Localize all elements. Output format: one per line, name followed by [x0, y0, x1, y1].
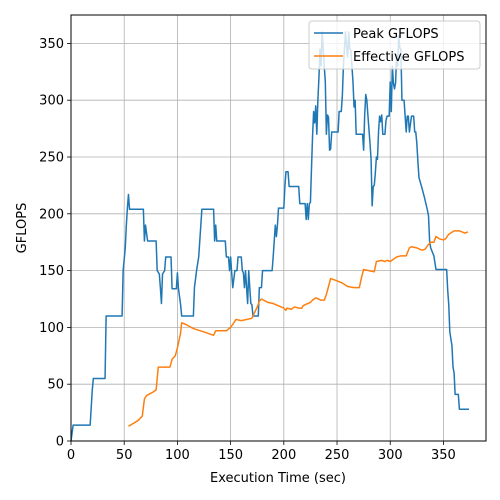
axis-ticks: 0 50 100 150 200 250 300 350 0 50 100 150 200 250 300 3…	[39, 37, 456, 463]
y-tick-label: 0	[56, 435, 64, 450]
x-tick-label: 250	[325, 448, 350, 463]
series-line-effective-gflops	[128, 230, 469, 427]
y-tick-label: 350	[39, 37, 64, 52]
y-tick-label: 100	[39, 321, 64, 336]
x-tick-label: 50	[116, 448, 133, 463]
y-tick-label: 300	[39, 94, 64, 109]
y-axis-label: GFLOPS	[15, 203, 30, 254]
series-line-peak-gflops	[70, 31, 469, 442]
x-tick-label: 0	[67, 448, 75, 463]
x-tick-label: 300	[378, 448, 403, 463]
x-axis-label: Execution Time (sec)	[210, 471, 346, 486]
series-layer	[70, 31, 469, 442]
x-tick-label: 150	[218, 448, 243, 463]
y-tick-label: 200	[39, 207, 64, 222]
x-tick-label: 100	[165, 448, 190, 463]
legend: Peak GFLOPS Effective GFLOPS	[308, 20, 481, 70]
x-tick-label: 350	[431, 448, 456, 463]
x-tick-label: 200	[271, 448, 296, 463]
y-tick-label: 150	[39, 264, 64, 279]
plot-frame	[70, 14, 487, 442]
y-tick-label: 250	[39, 151, 64, 166]
legend-label-peak: Peak GFLOPS	[353, 27, 439, 42]
legend-box	[308, 20, 481, 70]
y-tick-label: 50	[47, 378, 64, 393]
legend-label-effective: Effective GFLOPS	[353, 50, 465, 65]
